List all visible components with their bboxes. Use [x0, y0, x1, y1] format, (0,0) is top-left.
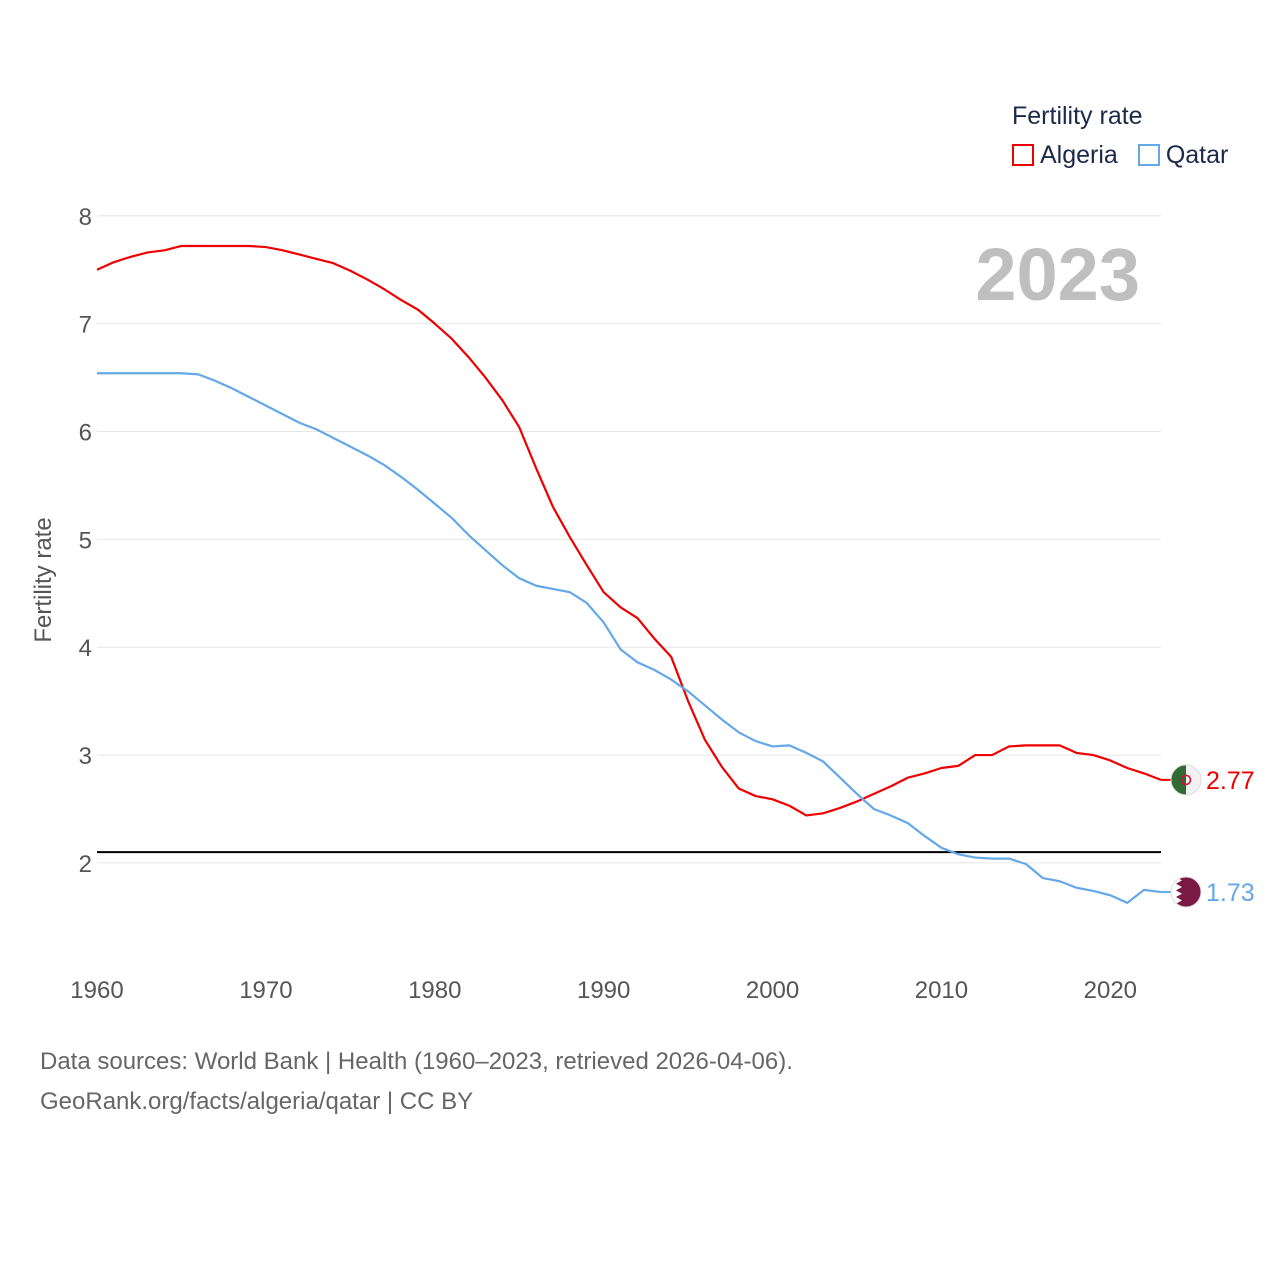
legend-item-algeria[interactable]: Algeria: [1012, 140, 1118, 170]
y-axis-label: Fertility rate: [30, 517, 57, 642]
legend-item-qatar[interactable]: Qatar: [1137, 140, 1229, 170]
legend-title: Fertility rate: [1012, 102, 1143, 130]
footer-source: Data sources: World Bank | Health (1960–…: [40, 1048, 793, 1075]
legend-swatch-algeria: [1012, 144, 1034, 166]
x-tick-label: 1990: [577, 977, 630, 1004]
series-line-qatar[interactable]: [97, 372, 1162, 904]
x-tick-label: 1980: [408, 977, 461, 1004]
y-tick-label: 4: [79, 635, 92, 662]
end-value-label-qatar: 1.73: [1206, 879, 1255, 907]
y-tick-label: 5: [79, 527, 92, 554]
x-tick-label: 1970: [239, 977, 292, 1004]
legend-label-qatar: Qatar: [1165, 141, 1229, 169]
footer-link[interactable]: GeoRank.org/facts/algeria/qatar | CC BY: [40, 1088, 474, 1115]
footer: Data sources: World Bank | Health (1960–…: [40, 1042, 793, 1122]
algeria-flag-icon: [1170, 764, 1202, 796]
grid: [97, 215, 1161, 864]
legend: Fertility rate Algeria Qatar: [1012, 100, 1228, 170]
y-tick-label: 2: [79, 851, 92, 878]
x-tick-label: 2010: [915, 977, 968, 1004]
y-tick-label: 7: [79, 312, 92, 339]
year-watermark: 2023: [975, 233, 1140, 316]
y-tick-label: 6: [79, 420, 92, 447]
y-tick-label: 8: [79, 204, 92, 231]
axes: 2 3 4 5 6 7 8 1960 1970 1980 1990 2000 2010 2020: [70, 204, 1137, 1004]
legend-swatch-qatar: [1137, 144, 1160, 166]
x-tick-label: 2000: [746, 977, 799, 1004]
x-tick-label: 1960: [70, 977, 123, 1004]
series-group: 2.77 1.73: [96, 244, 1255, 908]
legend-label-algeria: Algeria: [1040, 141, 1118, 169]
qatar-flag-icon: [1170, 876, 1202, 908]
end-value-label-algeria: 2.77: [1206, 767, 1255, 795]
series-line-algeria[interactable]: [96, 244, 1162, 817]
y-tick-label: 3: [79, 743, 92, 770]
x-tick-label: 2020: [1084, 977, 1137, 1004]
